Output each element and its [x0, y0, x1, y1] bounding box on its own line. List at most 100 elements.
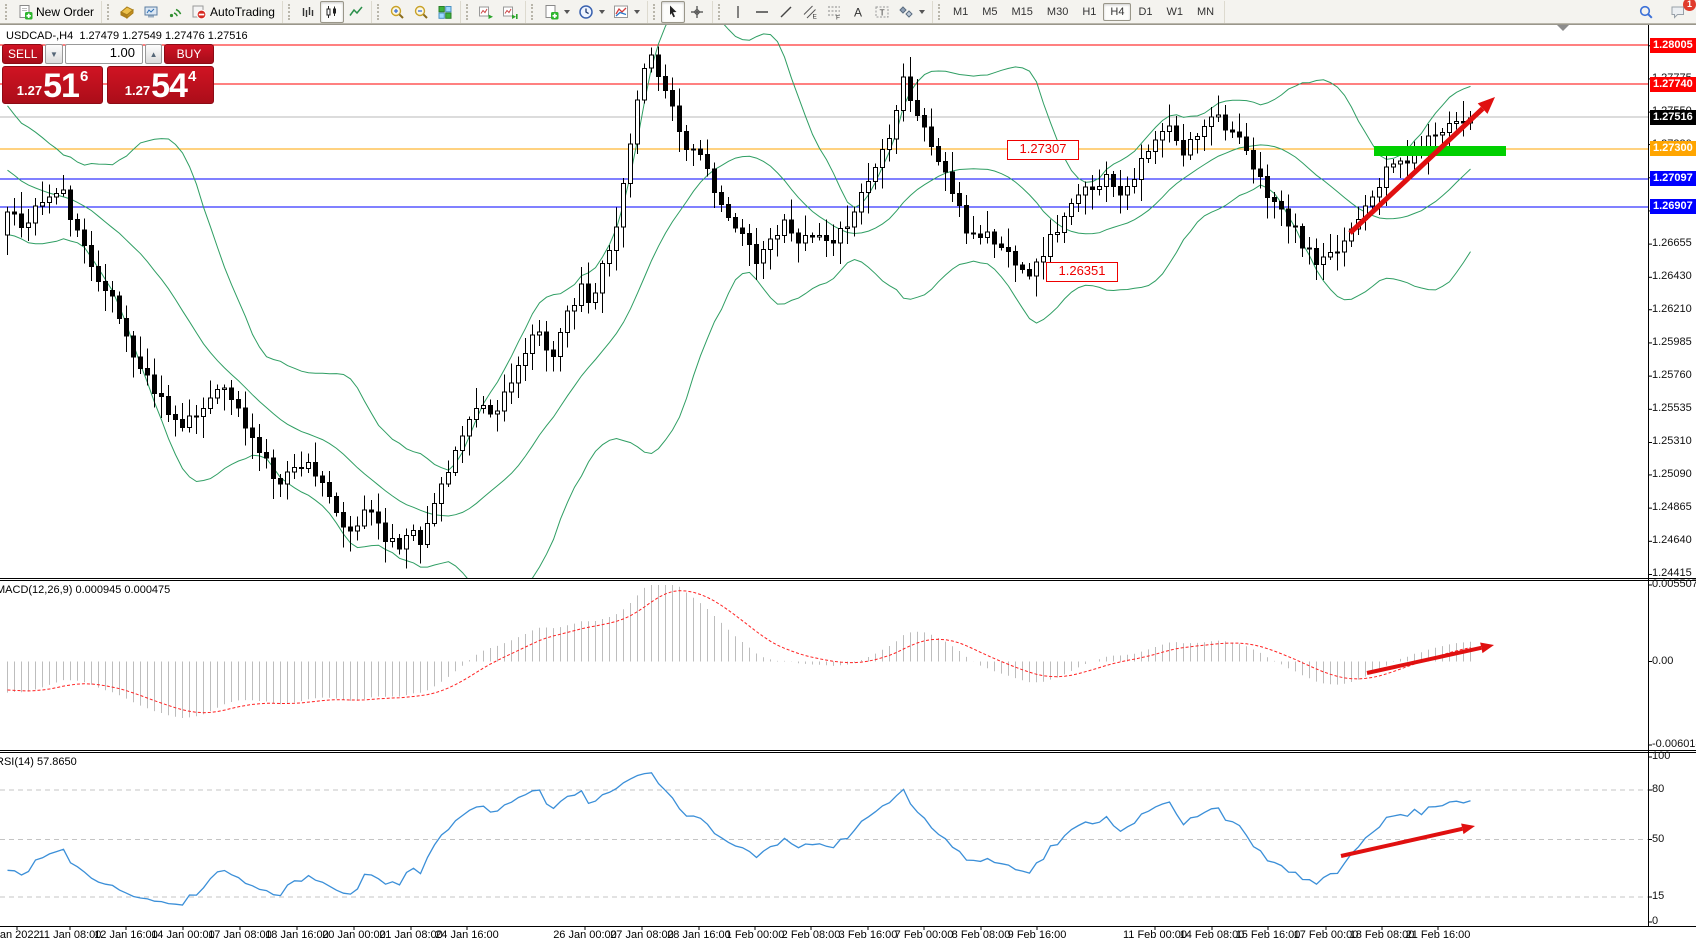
zoom-out-button[interactable]: [409, 1, 433, 23]
time-axis-label: 7 Feb 00:00: [894, 929, 954, 941]
svg-text:T: T: [879, 7, 884, 17]
toolbar-right-group: 1: [1634, 0, 1696, 23]
volume-decrease-button[interactable]: ▼: [45, 44, 63, 64]
volume-input[interactable]: 1.00: [64, 44, 144, 64]
timeframe-button-m5[interactable]: M5: [982, 5, 998, 18]
templates-button[interactable]: [609, 1, 644, 23]
bar-chart-button[interactable]: [296, 1, 320, 23]
horizontal-line-tool[interactable]: [750, 1, 774, 23]
crosshair-tool-button[interactable]: [685, 1, 709, 23]
dropdown-caret-icon[interactable]: [563, 9, 570, 14]
toolbar-grip[interactable]: [530, 3, 537, 20]
buy-price-panel[interactable]: 1.27 54 4: [107, 66, 214, 104]
rsi-axis-tick: 100: [1652, 750, 1671, 762]
time-axis-label: 17 Jan 08:00: [208, 929, 272, 941]
shapes-icon: [899, 5, 913, 18]
price-level-tag: 1.27516: [1650, 109, 1696, 125]
toolbar: New Order AutoTrading E F A T M1 M5 M15 M30 H1 H4 D1…: [0, 0, 1696, 24]
signal-icon: [169, 8, 182, 17]
time-axis-label: 26 Jan 00:00: [553, 929, 617, 941]
time-axis-label: 12 Jan 16:00: [94, 929, 158, 941]
dropdown-caret-icon[interactable]: [633, 9, 640, 14]
chart-end-icon: [502, 6, 518, 19]
timeframe-button-mn[interactable]: MN: [1197, 5, 1215, 18]
autotrading-button[interactable]: AutoTrading: [187, 1, 279, 23]
time-axis-label: 11 Feb 00:00: [1122, 929, 1188, 941]
toolbar-grip[interactable]: [376, 3, 383, 20]
timeframe-button-h1[interactable]: H1: [1082, 5, 1097, 18]
text-label-tool[interactable]: T: [870, 1, 894, 23]
candlestick-chart-button[interactable]: [319, 0, 344, 23]
macd-axis-tick: -0.006018: [1652, 738, 1696, 750]
buy-button[interactable]: BUY: [164, 44, 214, 64]
toolbar-group: [372, 0, 461, 23]
vertical-line-tool[interactable]: [726, 1, 750, 23]
market-monitor-icon[interactable]: [139, 1, 163, 23]
crosshair-icon: [690, 5, 703, 18]
trend-arrow[interactable]: [1366, 642, 1494, 675]
dropdown-caret-icon[interactable]: [918, 9, 925, 14]
trend-arrow[interactable]: [1340, 823, 1475, 858]
toolbar-group: M1 M5 M15 M30 H1 H4 D1 W1 MN: [933, 0, 1226, 23]
price-callout-label[interactable]: 1.26351: [1046, 262, 1118, 282]
trendline-tool[interactable]: [774, 1, 798, 23]
gold-tag-icon[interactable]: [115, 1, 139, 23]
indicators-button[interactable]: [539, 1, 574, 23]
chart-shift-button[interactable]: [498, 1, 522, 23]
price-axis-tick: 1.24865: [1652, 501, 1692, 514]
toolbar-group: [526, 0, 648, 23]
auto-scroll-button[interactable]: [474, 1, 498, 23]
sell-button[interactable]: SELL: [2, 44, 44, 64]
price-level-tag: 1.28005: [1650, 37, 1696, 53]
clock-icon: [579, 4, 593, 19]
time-axis-label: 1 Feb 00:00: [725, 929, 785, 941]
timeframe-button-d1[interactable]: D1: [1138, 5, 1153, 18]
dropdown-caret-icon[interactable]: [598, 9, 605, 14]
chart-shift-marker-icon[interactable]: [1557, 25, 1569, 31]
tile-windows-button[interactable]: [433, 1, 457, 23]
timeframe-button-m1[interactable]: M1: [952, 5, 969, 18]
notifications-button[interactable]: 1: [1666, 0, 1696, 23]
toolbar-group: AutoTrading: [102, 0, 283, 23]
toolbar-grip[interactable]: [465, 3, 472, 20]
toolbar-grip[interactable]: [652, 3, 659, 20]
timeframe-button-h4[interactable]: H4: [1103, 2, 1132, 21]
sell-price-panel[interactable]: 1.27 51 6: [2, 66, 104, 104]
cursor-tool-button[interactable]: [660, 0, 685, 23]
toolbar-group: [461, 0, 526, 23]
new-order-button[interactable]: New Order: [13, 1, 98, 23]
zoom-in-icon: [390, 5, 404, 19]
zoom-in-button[interactable]: [385, 1, 409, 23]
chart-colors-icon: [613, 5, 628, 18]
toolbar-grip[interactable]: [287, 3, 294, 20]
toolbar-group: [648, 0, 713, 23]
time-axis-label: 14 Jan 00:00: [151, 929, 215, 941]
candlesticks: [5, 46, 1473, 569]
svg-text:E: E: [812, 13, 817, 20]
trend-arrow[interactable]: [1348, 97, 1495, 235]
arrows-tool[interactable]: [894, 1, 929, 23]
timeframe-button-m15[interactable]: M15: [1011, 5, 1033, 18]
fibonacci-tool[interactable]: F: [822, 1, 846, 23]
toolbar-grip[interactable]: [717, 3, 724, 20]
price-callout-label[interactable]: 1.27307: [1007, 140, 1079, 160]
price-level-tag: 1.27300: [1650, 141, 1696, 157]
time-axis-label: 14 Feb 08:00: [1179, 929, 1245, 941]
volume-increase-button[interactable]: ▲: [145, 44, 163, 64]
toolbar-grip[interactable]: [937, 3, 944, 20]
doc-plus-icon: [545, 4, 559, 19]
toolbar-grip[interactable]: [5, 3, 11, 20]
signals-icon[interactable]: [163, 1, 187, 23]
search-icon: [1639, 5, 1653, 19]
doc-new-icon: [19, 4, 33, 19]
price-axis-tick: 1.25760: [1652, 369, 1692, 382]
line-chart-button[interactable]: [344, 1, 368, 23]
text-tool[interactable]: A: [846, 1, 870, 23]
timeframe-button-m30[interactable]: M30: [1046, 5, 1069, 18]
periods-button[interactable]: [574, 1, 609, 23]
channel-tool[interactable]: E: [798, 1, 822, 23]
search-button[interactable]: [1634, 1, 1658, 23]
toolbar-grip[interactable]: [107, 3, 113, 20]
timeframe-button-w1[interactable]: W1: [1166, 5, 1184, 18]
